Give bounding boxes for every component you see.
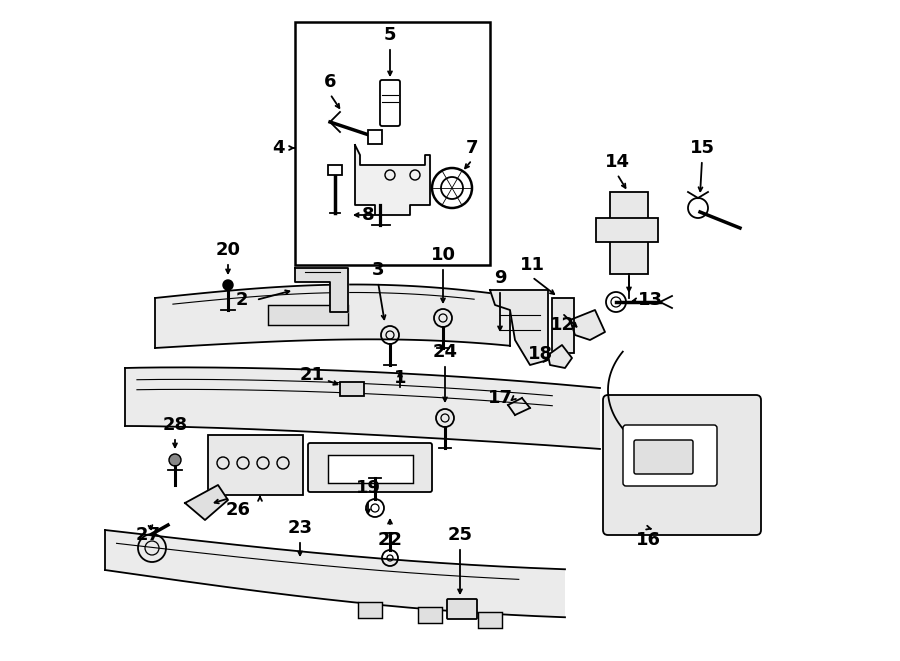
Text: 7: 7 xyxy=(466,139,478,157)
Text: 26: 26 xyxy=(226,501,250,519)
FancyBboxPatch shape xyxy=(208,435,303,495)
Polygon shape xyxy=(105,530,565,617)
Polygon shape xyxy=(570,310,605,340)
Text: 8: 8 xyxy=(362,206,374,224)
Polygon shape xyxy=(155,284,510,348)
Text: 10: 10 xyxy=(430,246,455,264)
Text: 19: 19 xyxy=(356,479,381,497)
FancyBboxPatch shape xyxy=(340,382,364,396)
FancyBboxPatch shape xyxy=(610,192,648,274)
Text: 3: 3 xyxy=(372,261,384,279)
Circle shape xyxy=(223,280,233,290)
Text: 13: 13 xyxy=(637,291,662,309)
FancyBboxPatch shape xyxy=(308,443,432,492)
Polygon shape xyxy=(355,145,430,215)
FancyBboxPatch shape xyxy=(447,599,477,619)
Text: 5: 5 xyxy=(383,26,396,44)
FancyBboxPatch shape xyxy=(552,298,574,353)
Text: 18: 18 xyxy=(527,345,553,363)
FancyBboxPatch shape xyxy=(478,611,502,628)
Polygon shape xyxy=(295,268,348,312)
Text: 6: 6 xyxy=(324,73,337,91)
FancyBboxPatch shape xyxy=(596,218,658,242)
FancyBboxPatch shape xyxy=(418,607,442,623)
Text: 16: 16 xyxy=(635,531,661,549)
FancyBboxPatch shape xyxy=(623,425,717,486)
Text: 21: 21 xyxy=(300,366,325,384)
Text: 20: 20 xyxy=(215,241,240,259)
FancyBboxPatch shape xyxy=(328,165,342,175)
FancyBboxPatch shape xyxy=(268,305,348,325)
FancyBboxPatch shape xyxy=(358,602,382,618)
Circle shape xyxy=(169,454,181,466)
Text: 17: 17 xyxy=(488,389,512,407)
FancyBboxPatch shape xyxy=(603,395,761,535)
FancyBboxPatch shape xyxy=(328,455,413,483)
Text: 24: 24 xyxy=(433,343,457,361)
Text: 25: 25 xyxy=(447,526,473,544)
Text: 9: 9 xyxy=(494,269,506,287)
Text: 28: 28 xyxy=(162,416,187,434)
Polygon shape xyxy=(548,345,572,368)
Text: 22: 22 xyxy=(377,531,402,549)
Text: 1: 1 xyxy=(394,369,406,387)
Text: 2: 2 xyxy=(236,291,248,309)
Text: 12: 12 xyxy=(550,316,574,334)
Polygon shape xyxy=(185,485,228,520)
Polygon shape xyxy=(125,368,600,449)
FancyBboxPatch shape xyxy=(634,440,693,474)
Text: 11: 11 xyxy=(519,256,544,274)
Text: 4: 4 xyxy=(272,139,284,157)
Bar xyxy=(295,22,490,265)
Text: 15: 15 xyxy=(689,139,715,157)
Polygon shape xyxy=(490,290,548,365)
Text: 14: 14 xyxy=(605,153,629,171)
Text: 23: 23 xyxy=(287,519,312,537)
Text: 27: 27 xyxy=(136,526,160,544)
FancyBboxPatch shape xyxy=(368,130,382,144)
FancyBboxPatch shape xyxy=(380,80,400,126)
